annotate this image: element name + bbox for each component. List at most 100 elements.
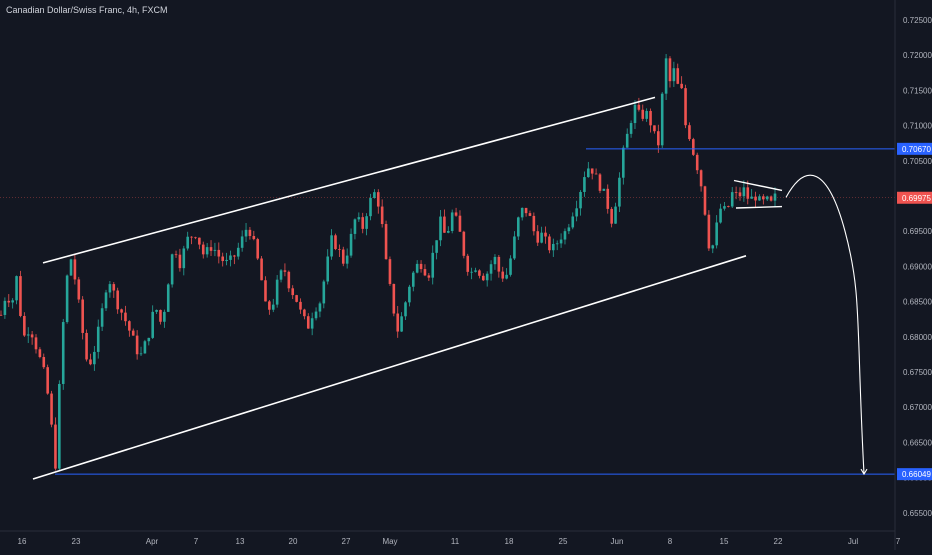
candle-body bbox=[112, 284, 116, 291]
candle-body bbox=[625, 133, 629, 148]
candle-body bbox=[618, 177, 621, 207]
candle-body bbox=[730, 192, 734, 207]
lower-level-price-label: 0.66049 bbox=[902, 470, 931, 479]
candle-body bbox=[672, 68, 676, 82]
candle-body bbox=[680, 83, 683, 89]
candle-body bbox=[610, 208, 613, 224]
candle-body bbox=[738, 192, 742, 197]
candle-body bbox=[614, 206, 617, 224]
candle-body bbox=[727, 206, 730, 207]
candle-body bbox=[283, 270, 287, 272]
candle-body bbox=[73, 259, 77, 280]
candle-body bbox=[334, 235, 337, 250]
candle-body bbox=[11, 300, 14, 303]
candle-body bbox=[201, 244, 205, 255]
price-tick-label: 0.70500 bbox=[903, 157, 932, 166]
candle-body bbox=[3, 300, 7, 315]
candle-body bbox=[513, 236, 516, 259]
candle-body bbox=[46, 367, 49, 394]
candle-body bbox=[369, 197, 372, 217]
candle-body bbox=[108, 284, 112, 293]
time-tick-label: 23 bbox=[72, 537, 81, 546]
candle-body bbox=[474, 270, 477, 272]
candle-body bbox=[423, 269, 427, 276]
triangle-upper-line bbox=[733, 179, 783, 192]
time-tick-label: May bbox=[382, 537, 397, 546]
price-tick-label: 0.67500 bbox=[903, 368, 932, 377]
price-tick-label: 0.68000 bbox=[903, 333, 932, 342]
candle-body bbox=[411, 272, 415, 287]
candle-body bbox=[330, 235, 333, 257]
candle-body bbox=[598, 174, 602, 191]
candle-body bbox=[427, 275, 431, 278]
price-axis[interactable]: 0.725000.720000.715000.710000.705000.700… bbox=[903, 16, 932, 518]
time-tick-label: 25 bbox=[559, 537, 568, 546]
candle-body bbox=[637, 104, 641, 110]
candle-body bbox=[544, 232, 547, 237]
candle-body bbox=[380, 206, 384, 225]
candle-body bbox=[361, 217, 365, 229]
candle-body bbox=[548, 236, 551, 251]
candle-body bbox=[120, 309, 123, 313]
candle-body bbox=[723, 206, 726, 209]
candle-body bbox=[287, 271, 291, 289]
candle-body bbox=[711, 245, 715, 249]
candle-body bbox=[295, 295, 298, 302]
candle-body bbox=[42, 357, 46, 368]
candle-body bbox=[221, 256, 224, 262]
candle-body bbox=[147, 337, 151, 342]
time-tick-label: 22 bbox=[774, 537, 783, 546]
candle-body bbox=[373, 192, 376, 198]
candle-body bbox=[392, 283, 396, 314]
candle-body bbox=[454, 212, 458, 216]
price-tick-label: 0.66500 bbox=[903, 438, 932, 447]
candle-body bbox=[742, 187, 746, 197]
candle-body bbox=[559, 239, 563, 244]
candle-body bbox=[338, 249, 341, 250]
upper-level-price-label: 0.70670 bbox=[902, 145, 931, 154]
price-tick-label: 0.69000 bbox=[903, 262, 932, 271]
candle-body bbox=[446, 230, 450, 233]
candle-body bbox=[194, 237, 197, 239]
time-tick-label: 18 bbox=[505, 537, 514, 546]
candle-body bbox=[388, 259, 392, 284]
candle-body bbox=[590, 168, 594, 174]
candle-body bbox=[485, 273, 489, 281]
candle-body bbox=[209, 247, 213, 251]
candle-body bbox=[579, 191, 582, 209]
candle-body bbox=[505, 274, 508, 279]
candle-body bbox=[77, 279, 81, 300]
candle-body bbox=[190, 236, 193, 238]
candle-body bbox=[629, 123, 633, 134]
candle-body bbox=[493, 256, 497, 265]
candle-body bbox=[170, 254, 174, 285]
candle-body bbox=[275, 279, 279, 305]
candle-body bbox=[116, 290, 119, 310]
candle-body bbox=[384, 224, 388, 260]
candle-body bbox=[664, 58, 668, 94]
candle-body bbox=[571, 216, 575, 228]
candle-body bbox=[762, 196, 765, 200]
trend-drawings bbox=[32, 96, 868, 480]
candle-body bbox=[268, 301, 271, 310]
candle-body bbox=[310, 318, 314, 329]
candle-body bbox=[178, 254, 182, 269]
candle-body bbox=[707, 214, 711, 249]
candle-body bbox=[326, 256, 330, 282]
candle-body bbox=[186, 236, 189, 249]
candle-body bbox=[7, 300, 11, 303]
candle-body bbox=[676, 68, 680, 84]
price-tick-label: 0.68500 bbox=[903, 298, 932, 307]
time-axis[interactable]: 16 23 Apr 7 13 20 27 May 11 18 25 Jun 8 15 22 Jul 7 bbox=[18, 537, 901, 546]
candle-body bbox=[159, 309, 162, 322]
candle-body bbox=[54, 424, 57, 469]
candle-body bbox=[303, 309, 306, 317]
price-tick-label: 0.71000 bbox=[903, 122, 932, 131]
candle-body bbox=[163, 311, 166, 322]
candle-body bbox=[345, 255, 349, 264]
candle-body bbox=[135, 335, 139, 355]
arrow-head-icon bbox=[860, 468, 868, 476]
time-tick-label: 8 bbox=[668, 537, 673, 546]
